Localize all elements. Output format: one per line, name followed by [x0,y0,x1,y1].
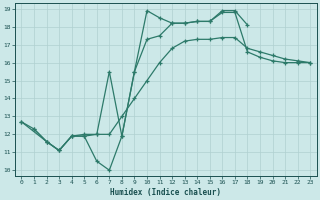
X-axis label: Humidex (Indice chaleur): Humidex (Indice chaleur) [110,188,221,197]
